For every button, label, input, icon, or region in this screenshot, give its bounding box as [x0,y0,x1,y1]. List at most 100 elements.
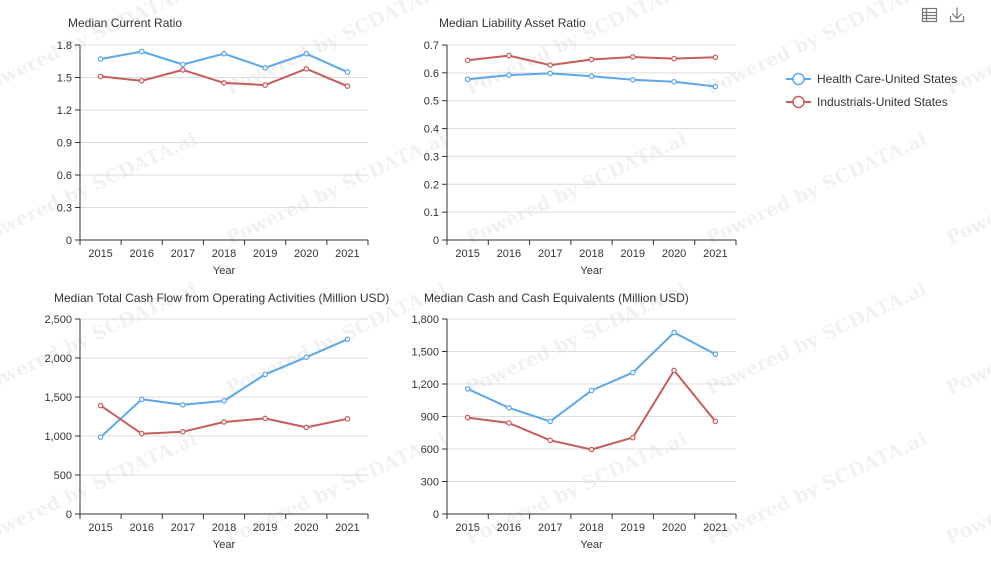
y-tick-label: 1.8 [57,40,72,52]
data-point[interactable] [97,56,104,62]
x-tick-label: 2018 [212,248,236,260]
data-point[interactable] [221,419,227,425]
data-point[interactable] [712,351,719,358]
y-tick-label: 1,800 [411,314,439,326]
data-point[interactable] [221,398,227,404]
data-point[interactable] [97,434,104,440]
y-tick-label: 2,000 [44,353,72,365]
x-tick-label: 2015 [455,248,479,260]
x-axis-title: Year [580,539,603,551]
x-tick-label: 2016 [497,522,521,534]
data-point[interactable] [303,354,310,361]
data-point[interactable] [547,418,554,425]
data-point[interactable] [262,371,268,378]
x-tick-label: 2015 [455,522,479,534]
data-point[interactable] [262,415,268,422]
data-point[interactable] [629,54,636,60]
data-point[interactable] [506,420,512,426]
data-point[interactable] [344,416,351,422]
data-point[interactable] [671,78,677,85]
download-icon [949,7,965,23]
data-point[interactable] [464,76,471,83]
data-point[interactable] [303,50,310,57]
data-point[interactable] [180,401,186,408]
data-point[interactable] [464,386,471,392]
chart-4: Median Cash and Cash Equivalents (Millio… [411,291,737,551]
legend-label: Health Care-United States [817,72,957,86]
y-tick-label: 1,000 [44,431,72,443]
chart-title: Median Total Cash Flow from Operating Ac… [54,291,389,305]
x-tick-label: 2015 [88,522,112,534]
data-view-button[interactable] [918,5,940,25]
y-tick-label: 0.6 [424,68,439,80]
data-point[interactable] [712,418,719,425]
y-tick-label: 0 [66,509,72,521]
data-point[interactable] [506,72,512,78]
data-point[interactable] [180,61,186,68]
watermark-text: Powered by SCDATA.ai [463,128,691,250]
chart-title: Median Liability Asset Ratio [439,16,586,30]
data-point[interactable] [506,405,512,411]
watermark-text: Powered by SCDATA.ai [703,128,931,250]
data-point[interactable] [138,77,145,84]
data-point[interactable] [671,55,677,62]
data-point[interactable] [547,437,554,444]
data-point[interactable] [262,82,268,88]
data-point[interactable] [138,48,145,55]
data-point[interactable] [180,67,186,73]
data-point[interactable] [464,57,471,64]
y-tick-label: 0.2 [424,179,439,191]
y-tick-label: 1.2 [57,105,72,117]
data-point[interactable] [221,80,227,86]
data-point[interactable] [671,367,677,374]
watermark-text: Powered by SCDATA.ai [463,0,691,100]
y-tick-label: 0.6 [57,170,72,182]
data-point[interactable] [588,446,595,453]
data-point[interactable] [588,73,595,80]
data-point[interactable] [138,396,145,403]
y-tick-label: 900 [421,412,439,424]
x-tick-label: 2021 [703,248,727,260]
legend-item-industrials[interactable]: Industrials-United States [786,95,948,109]
data-point[interactable] [712,54,719,61]
x-tick-label: 2016 [129,522,153,534]
data-point[interactable] [344,83,351,89]
data-point[interactable] [138,430,145,437]
y-tick-label: 0.3 [424,151,439,163]
data-point[interactable] [97,73,104,80]
data-point[interactable] [629,369,636,376]
data-point[interactable] [221,50,227,57]
data-point[interactable] [629,434,636,441]
y-tick-label: 0.1 [424,207,439,219]
watermark-text: Powered by SCDATA.ai [223,128,451,250]
watermark-text: Powered by SCDATA.ai [0,128,200,250]
data-point[interactable] [629,77,636,83]
y-tick-label: 1,500 [411,347,439,359]
toolbox [918,5,968,25]
data-point[interactable] [97,402,104,409]
data-point[interactable] [464,414,471,421]
data-point[interactable] [547,70,554,77]
data-point[interactable] [588,387,595,394]
data-point[interactable] [506,52,512,59]
download-button[interactable] [946,5,968,25]
chart-title: Median Cash and Cash Equivalents (Millio… [424,291,689,305]
chart-3: Median Total Cash Flow from Operating Ac… [44,291,389,551]
data-point[interactable] [344,336,351,343]
y-tick-label: 0.3 [57,203,72,215]
y-tick-label: 0.5 [424,96,439,108]
data-point[interactable] [303,424,310,431]
legend-marker-icon [792,72,805,86]
data-point[interactable] [180,428,186,435]
data-point[interactable] [712,83,719,90]
data-point[interactable] [303,66,310,72]
x-tick-label: 2017 [171,248,195,260]
data-point[interactable] [547,62,554,68]
x-tick-label: 2020 [294,522,318,534]
data-point[interactable] [344,69,351,75]
legend-item-health-care[interactable]: Health Care-United States [786,72,957,86]
data-point[interactable] [588,56,595,63]
data-point[interactable] [262,64,268,71]
data-point[interactable] [671,329,677,336]
x-tick-label: 2019 [253,248,277,260]
